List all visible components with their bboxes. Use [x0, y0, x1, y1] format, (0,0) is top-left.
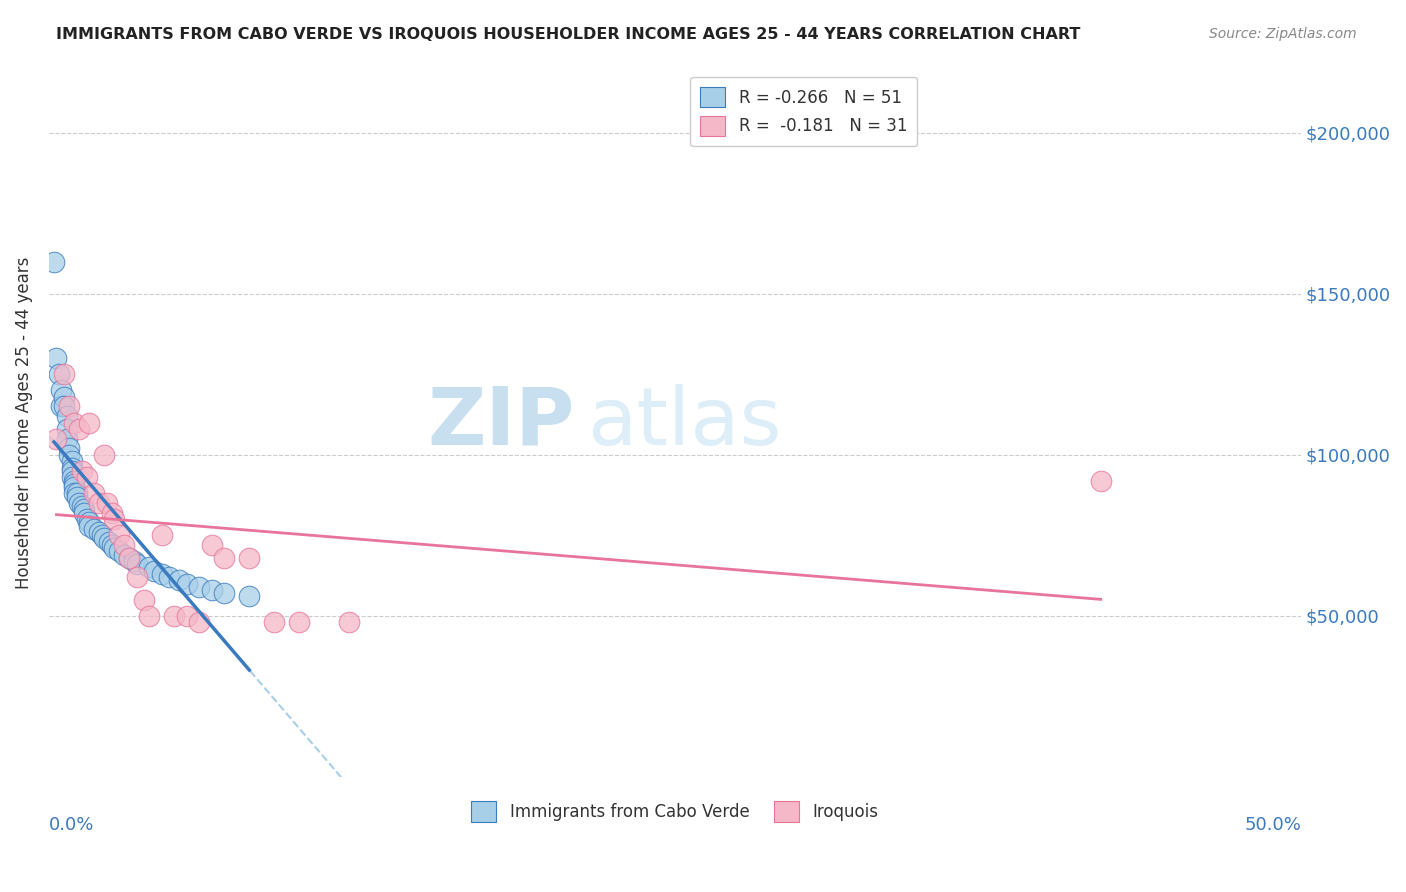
Point: [63, 480, 86, 494]
Text: 50.0%: 50.0%: [1244, 815, 1301, 833]
Point: [83, 522, 105, 536]
Point: [55, 422, 77, 436]
Point: [77, 518, 100, 533]
Point: [176, 576, 198, 591]
Point: [60, 460, 83, 475]
Point: [90, 528, 112, 542]
Point: [63, 476, 86, 491]
Point: [143, 564, 166, 578]
Point: [157, 570, 180, 584]
Point: [53, 368, 76, 382]
Point: [188, 615, 211, 629]
Point: [76, 470, 98, 484]
Point: [51, 384, 73, 398]
Point: [108, 528, 131, 542]
Point: [93, 448, 115, 462]
Point: [70, 464, 93, 478]
Point: [96, 496, 118, 510]
Point: [103, 512, 125, 526]
Point: [201, 538, 224, 552]
Point: [125, 570, 148, 584]
Point: [63, 416, 86, 430]
Point: [77, 416, 100, 430]
Point: [167, 574, 190, 588]
Point: [103, 541, 125, 555]
Point: [214, 550, 236, 565]
Point: [201, 582, 224, 597]
Point: [77, 516, 100, 530]
Point: [65, 486, 87, 500]
Point: [63, 486, 86, 500]
Text: IMMIGRANTS FROM CABO VERDE VS IROQUOIS HOUSEHOLDER INCOME AGES 25 - 44 YEARS COR: IMMIGRANTS FROM CABO VERDE VS IROQUOIS H…: [56, 27, 1081, 42]
Text: 0.0%: 0.0%: [49, 815, 94, 833]
Point: [176, 608, 198, 623]
Point: [98, 534, 121, 549]
Point: [60, 470, 83, 484]
Point: [60, 464, 83, 478]
Point: [83, 486, 105, 500]
Point: [122, 554, 145, 568]
Point: [73, 506, 96, 520]
Point: [63, 474, 86, 488]
Point: [51, 400, 73, 414]
Point: [138, 560, 160, 574]
Point: [214, 586, 236, 600]
Point: [42, 254, 65, 268]
Point: [55, 409, 77, 424]
Point: [48, 368, 70, 382]
Point: [73, 502, 96, 516]
Text: atlas: atlas: [588, 384, 782, 461]
Point: [138, 608, 160, 623]
Point: [163, 608, 186, 623]
Point: [53, 390, 76, 404]
Point: [112, 548, 135, 562]
Point: [150, 528, 173, 542]
Point: [238, 590, 260, 604]
Point: [118, 550, 141, 565]
Point: [55, 432, 77, 446]
Point: [76, 512, 98, 526]
Point: [112, 538, 135, 552]
Point: [150, 566, 173, 581]
Y-axis label: Householder Income Ages 25 - 44 years: Householder Income Ages 25 - 44 years: [15, 256, 32, 589]
Point: [263, 615, 285, 629]
Point: [108, 544, 131, 558]
Point: [70, 500, 93, 514]
Point: [87, 524, 110, 539]
Point: [65, 490, 87, 504]
Point: [60, 454, 83, 468]
Point: [67, 422, 90, 436]
Point: [45, 432, 67, 446]
Point: [100, 538, 122, 552]
Point: [58, 400, 80, 414]
Point: [134, 592, 156, 607]
Text: Source: ZipAtlas.com: Source: ZipAtlas.com: [1209, 27, 1357, 41]
Point: [238, 550, 260, 565]
Point: [93, 532, 115, 546]
Point: [53, 400, 76, 414]
Point: [118, 550, 141, 565]
Point: [188, 580, 211, 594]
Point: [125, 558, 148, 572]
Point: [339, 615, 361, 629]
Point: [67, 496, 90, 510]
Point: [58, 448, 80, 462]
Point: [45, 351, 67, 366]
Point: [87, 496, 110, 510]
Point: [288, 615, 311, 629]
Point: [100, 506, 122, 520]
Text: ZIP: ZIP: [427, 384, 575, 461]
Legend: Immigrants from Cabo Verde, Iroquois: Immigrants from Cabo Verde, Iroquois: [464, 795, 886, 829]
Point: [1090, 474, 1112, 488]
Point: [58, 442, 80, 456]
